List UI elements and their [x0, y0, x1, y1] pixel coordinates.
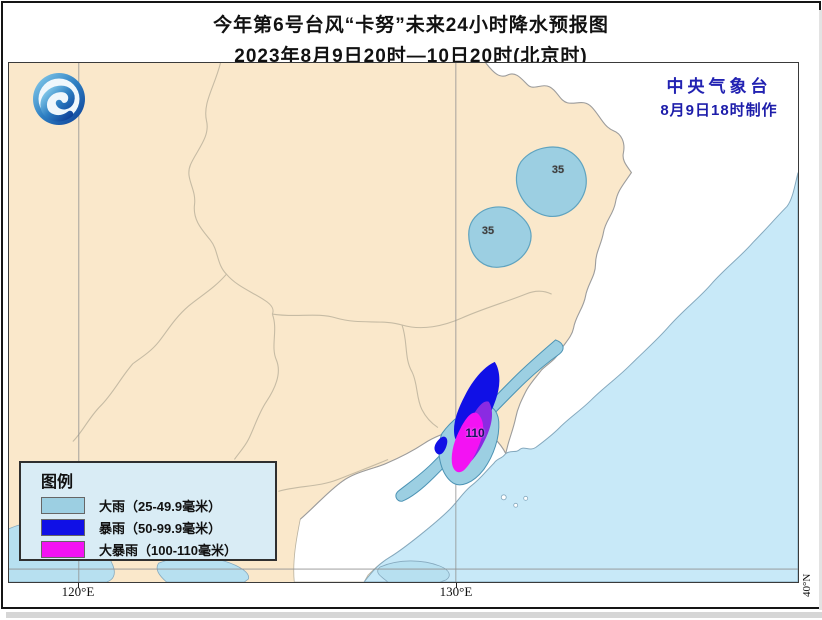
heavy-rain-patch-1 — [515, 146, 587, 217]
contour-label: 35 — [551, 164, 565, 176]
agency-name: 中央气象台 — [666, 77, 772, 96]
map-svg — [9, 63, 798, 582]
tick-130e — [456, 583, 457, 588]
y-axis-label-40n: 40°N — [801, 573, 813, 597]
severe-rainstorm-patch — [451, 412, 484, 473]
island — [513, 502, 519, 508]
issued-time: 8月9日18时制作 — [660, 102, 778, 119]
severe-rainstorm-swatch — [41, 541, 85, 558]
island — [523, 495, 529, 501]
max-rain-label: 110 — [465, 426, 485, 440]
island — [500, 494, 507, 501]
legend-item-heavy-rain: 大雨（25-49.9毫米） — [41, 497, 275, 514]
tick-120e — [78, 583, 79, 588]
logo-swirl — [40, 85, 75, 122]
contour-label: 35 — [481, 225, 495, 237]
legend-item-label: 大暴雨（100-110毫米） — [99, 543, 237, 558]
legend-item-severe-rainstorm: 大暴雨（100-110毫米） — [41, 541, 275, 558]
rainstorm-sliver — [434, 436, 448, 455]
russia-land — [485, 63, 798, 454]
legend-item-rainstorm: 暴雨（50-99.9毫米） — [41, 519, 275, 536]
lake-patch — [377, 560, 450, 582]
title-block: 今年第6号台风“卡努”未来24小时降水预报图 2023年8月9日20时—10日2… — [0, 0, 822, 68]
legend-item-label: 暴雨（50-99.9毫米） — [99, 521, 222, 536]
legend-title: 图例 — [41, 474, 74, 491]
heavy-rain-swatch — [41, 497, 85, 514]
map-panel: 中央气象台 8月9日18时制作 35 35 110 图例 大雨（25-49.9毫… — [8, 62, 799, 583]
x-axis-label-120e: 120°E — [61, 584, 95, 599]
page-title: 今年第6号台风“卡努”未来24小时降水预报图 — [213, 15, 609, 36]
rainstorm-swatch — [41, 519, 85, 536]
province-borders — [72, 63, 552, 492]
page-subtitle: 2023年8月9日20时—10日20时(北京时) — [234, 46, 588, 67]
right-shadow — [819, 10, 822, 610]
legend: 图例 大雨（25-49.9毫米） 暴雨（50-99.9毫米） 大暴雨（100-1… — [19, 461, 277, 561]
heavy-rain-patch-2 — [468, 206, 532, 268]
bottom-shadow — [6, 612, 822, 618]
x-axis-label-130e: 130°E — [439, 584, 473, 599]
agency-stamp: 中央气象台 8月9日18时制作 — [634, 72, 804, 120]
legend-item-label: 大雨（25-49.9毫米） — [99, 499, 222, 514]
cma-logo — [30, 70, 88, 128]
